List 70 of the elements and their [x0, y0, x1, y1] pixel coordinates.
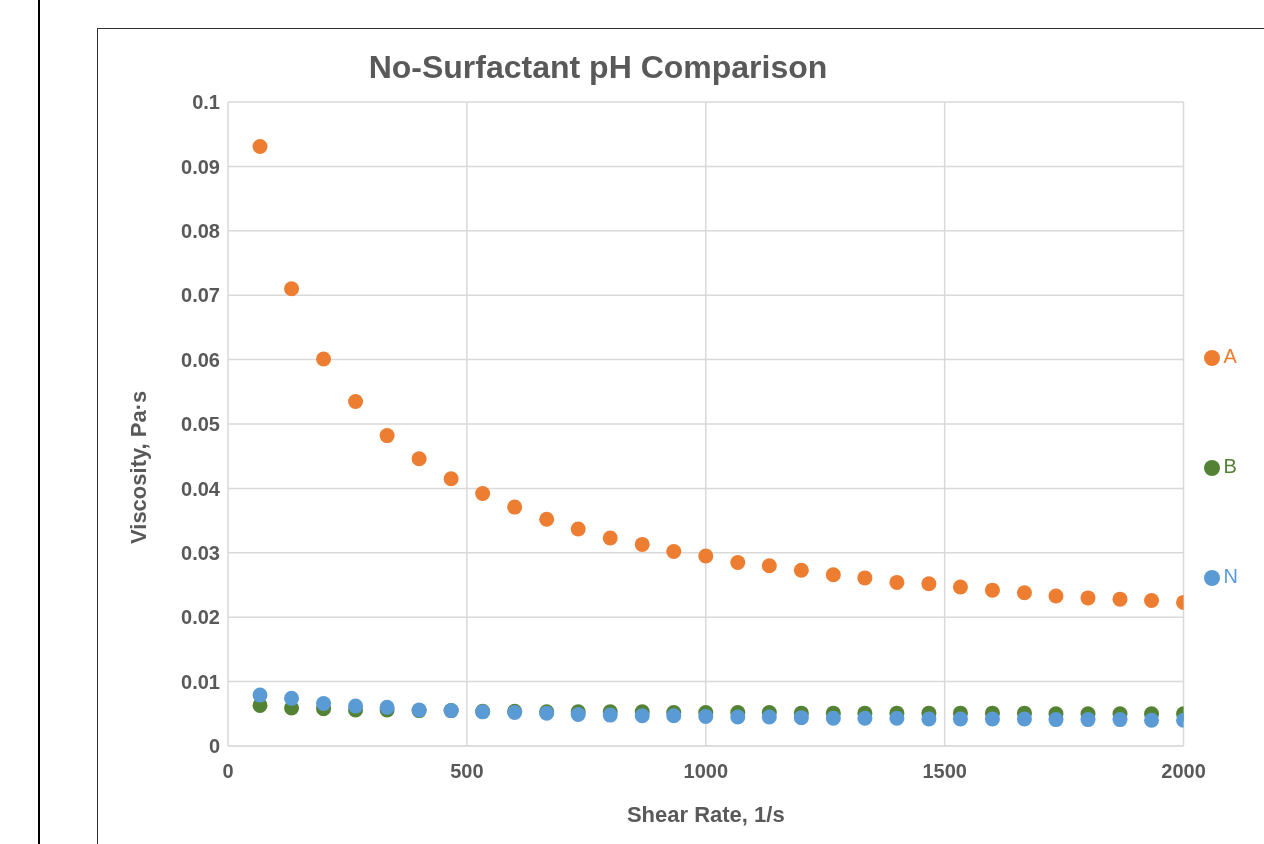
- point: [921, 711, 937, 727]
- y-tick-label: 0.1: [192, 91, 220, 114]
- point: [1144, 592, 1160, 608]
- y-tick-label: 0.05: [181, 413, 220, 436]
- point: [825, 710, 841, 726]
- y-tick-label: 0.09: [181, 155, 220, 178]
- point: [1112, 591, 1128, 607]
- legend-label: A: [1223, 345, 1237, 367]
- point: [761, 709, 777, 725]
- x-tick-label: 1500: [922, 760, 967, 783]
- point: [952, 711, 968, 727]
- point: [475, 486, 491, 502]
- point: [857, 710, 873, 726]
- y-tick-label: 0.06: [181, 348, 220, 371]
- point: [793, 562, 809, 578]
- point: [252, 687, 268, 703]
- y-axis-title: Viscosity, Pa·s: [125, 390, 151, 544]
- point: [984, 711, 1000, 727]
- point: [1080, 712, 1096, 728]
- point: [730, 709, 746, 725]
- y-tick-label: 0.08: [181, 219, 220, 242]
- point: [1144, 712, 1160, 728]
- point: [825, 567, 841, 583]
- point: [634, 536, 650, 552]
- point: [921, 576, 937, 592]
- point: [666, 544, 682, 560]
- y-tick-label: 0.07: [181, 284, 220, 307]
- point: [889, 574, 905, 590]
- point: [507, 499, 523, 515]
- point: [1048, 588, 1064, 604]
- point: [316, 351, 332, 367]
- point: [793, 710, 809, 726]
- legend-label: N: [1223, 565, 1238, 587]
- point: [889, 710, 905, 726]
- y-tick-label: 0.04: [181, 477, 221, 500]
- x-tick-label: 0: [222, 760, 234, 783]
- point: [952, 579, 968, 595]
- point: [1016, 585, 1032, 601]
- point: [443, 471, 459, 487]
- y-tick-label: 0.01: [181, 670, 220, 693]
- y-tick-label: 0.03: [181, 541, 220, 564]
- point: [1016, 711, 1032, 727]
- point: [1112, 712, 1128, 728]
- x-axis-title: Shear Rate, 1/s: [626, 802, 785, 827]
- point: [316, 696, 332, 711]
- point: [348, 393, 364, 409]
- point: [730, 554, 746, 570]
- point: [1080, 590, 1096, 606]
- point: [984, 582, 1000, 598]
- x-tick-label: 2000: [1161, 760, 1206, 783]
- point: [284, 690, 300, 706]
- point: [284, 281, 300, 297]
- point: [857, 570, 873, 586]
- x-tick-label: 500: [450, 760, 484, 783]
- point: [539, 511, 555, 527]
- point: [570, 521, 586, 537]
- point: [411, 451, 427, 467]
- point: [602, 530, 618, 546]
- point: [252, 138, 268, 154]
- y-tick-label: 0: [208, 735, 220, 758]
- chart-title: No-Surfactant pH Comparison: [367, 49, 829, 86]
- point: [1048, 712, 1064, 728]
- point: [698, 548, 714, 564]
- point: [761, 558, 777, 574]
- point: [379, 428, 395, 444]
- point: [348, 698, 364, 714]
- point: [634, 708, 650, 724]
- x-tick-label: 1000: [683, 760, 729, 783]
- y-tick-label: 0.02: [181, 606, 220, 629]
- legend-label: B: [1223, 455, 1237, 477]
